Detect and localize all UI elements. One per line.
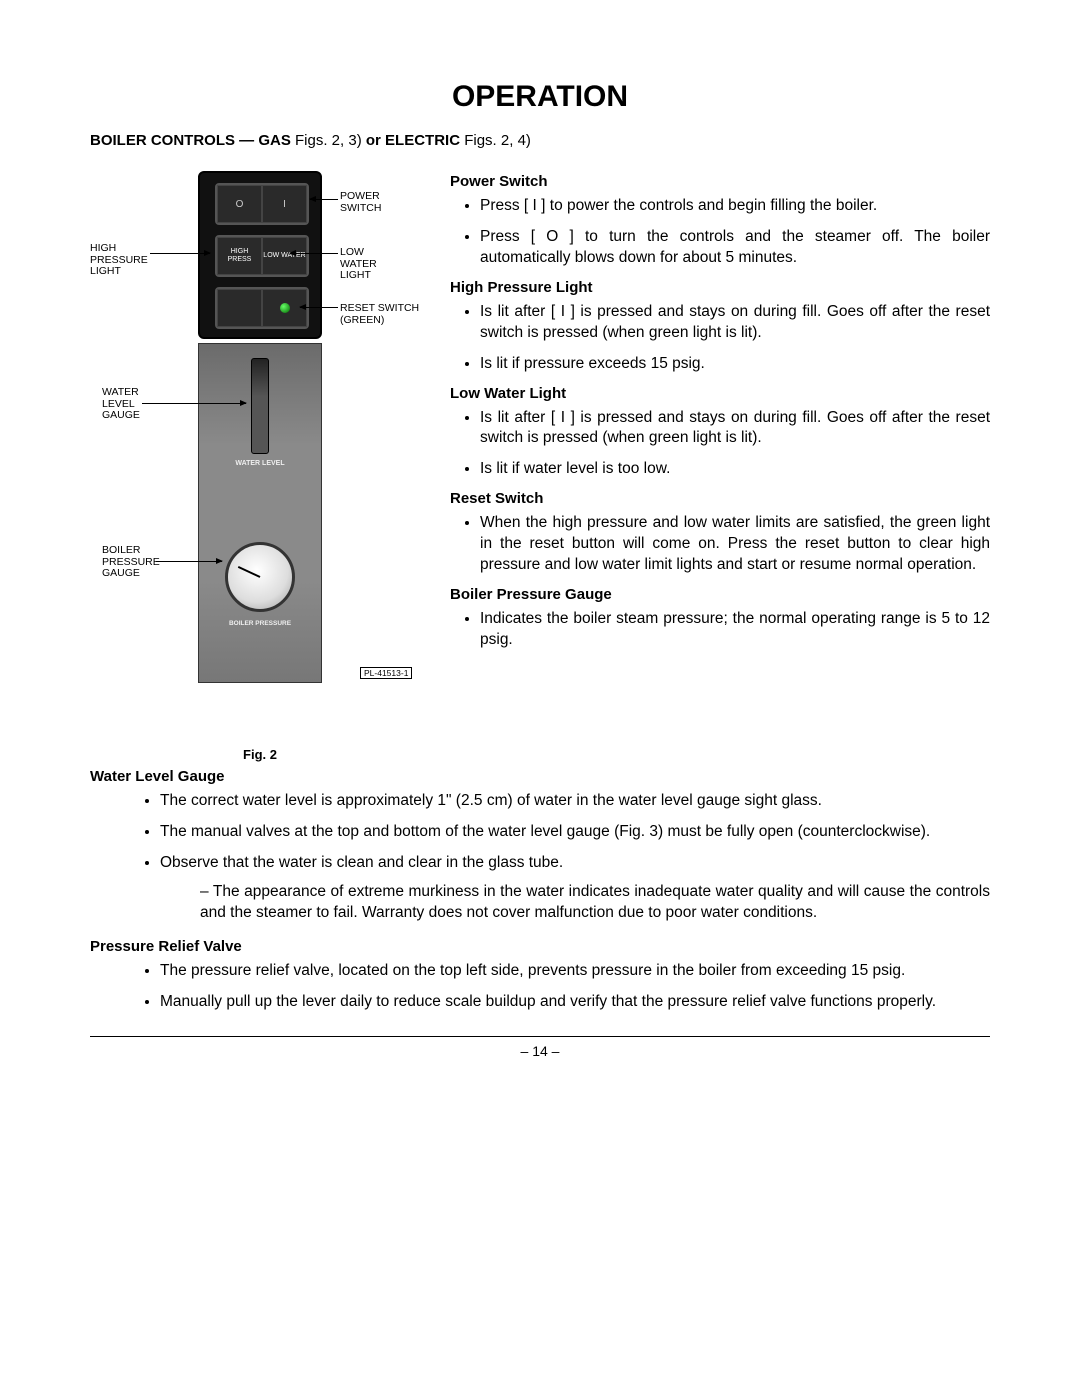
list-item: The pressure relief valve, located on th… — [160, 961, 990, 982]
page-number: – 14 – — [90, 1043, 990, 1059]
list-high-pressure: Is lit after [ I ] is pressed and stays … — [450, 302, 990, 375]
list-item: Press [ O ] to turn the controls and the… — [480, 227, 990, 269]
callout-reset: RESET SWITCH (GREEN) — [340, 303, 419, 326]
indicator-switch-graphic: HIGH PRESS LOW WATER — [215, 235, 309, 277]
figure-column: O I HIGH PRESS LOW WATER WATER LEVEL BOI… — [90, 167, 430, 762]
arrow — [290, 253, 338, 254]
arrow — [156, 561, 222, 562]
subtitle: BOILER CONTROLS — GAS Figs. 2, 3) or ELE… — [90, 132, 990, 149]
list-item: The manual valves at the top and bottom … — [160, 822, 990, 843]
reset-switch-graphic — [215, 287, 309, 329]
switch-i: I — [262, 185, 307, 223]
water-sight-glass — [251, 358, 269, 454]
subtitle-plain-d: Figs. 2, 4) — [460, 132, 531, 149]
callout-boiler-gauge: BOILER PRESSURE GAUGE — [102, 545, 160, 580]
control-panel-figure: O I HIGH PRESS LOW WATER WATER LEVEL BOI… — [90, 167, 430, 697]
heading-reset: Reset Switch — [450, 490, 990, 507]
green-light-icon — [280, 303, 290, 313]
callout-power-switch: POWER SWITCH — [340, 191, 381, 214]
list-prv: The pressure relief valve, located on th… — [90, 961, 990, 1013]
switch-o: O — [217, 185, 262, 223]
arrow — [310, 199, 338, 200]
callout-low-water: LOW WATER LIGHT — [340, 247, 377, 282]
pressure-gauge-graphic — [225, 542, 295, 612]
subtitle-plain-b: Figs. 2, 3) — [291, 132, 362, 149]
list-item: Is lit after [ I ] is pressed and stays … — [480, 408, 990, 450]
list-item: When the high pressure and low water lim… — [480, 513, 990, 576]
list-item: Is lit if pressure exceeds 15 psig. — [480, 354, 990, 375]
list-item: Press [ I ] to power the controls and be… — [480, 196, 990, 217]
page-title: OPERATION — [90, 80, 990, 114]
switch-box: O I HIGH PRESS LOW WATER — [198, 171, 322, 339]
callout-high-pressure: HIGH PRESSURE LIGHT — [90, 243, 148, 278]
boiler-pressure-text: BOILER PRESSURE — [199, 620, 321, 627]
sub-list: The appearance of extreme murkiness in t… — [160, 882, 990, 924]
figure-plate-number: PL-41513-1 — [360, 667, 412, 679]
list-item: Manually pull up the lever daily to redu… — [160, 992, 990, 1013]
list-item: Is lit if water level is too low. — [480, 459, 990, 480]
footer-separator — [90, 1036, 990, 1037]
list-bpg: Indicates the boiler steam pressure; the… — [450, 609, 990, 651]
high-press-label: HIGH PRESS — [218, 248, 261, 263]
subtitle-bold-c: or ELECTRIC — [362, 132, 460, 149]
callout-water-gauge: WATER LEVEL GAUGE — [102, 387, 140, 422]
list-reset: When the high pressure and low water lim… — [450, 513, 990, 576]
list-wlg: The correct water level is approximately… — [90, 791, 990, 924]
list-item: Indicates the boiler steam pressure; the… — [480, 609, 990, 651]
arrow — [300, 307, 338, 308]
subtitle-bold-a: BOILER CONTROLS — GAS — [90, 132, 291, 149]
figure-caption: Fig. 2 — [90, 747, 430, 762]
list-item: Observe that the water is clean and clea… — [160, 853, 990, 924]
arrow — [150, 253, 210, 254]
list-low-water: Is lit after [ I ] is pressed and stays … — [450, 408, 990, 481]
gauge-panel: WATER LEVEL BOILER PRESSURE — [198, 343, 322, 683]
sub-list-item: The appearance of extreme murkiness in t… — [200, 882, 990, 924]
list-item: Is lit after [ I ] is pressed and stays … — [480, 302, 990, 344]
list-item-text: Observe that the water is clean and clea… — [160, 854, 563, 871]
water-level-text: WATER LEVEL — [199, 460, 321, 467]
heading-bpg: Boiler Pressure Gauge — [450, 586, 990, 603]
heading-prv: Pressure Relief Valve — [90, 938, 990, 955]
power-switch-graphic: O I — [215, 183, 309, 225]
heading-wlg: Water Level Gauge — [90, 768, 990, 785]
right-text-column: Power Switch Press [ I ] to power the co… — [450, 167, 990, 762]
heading-power-switch: Power Switch — [450, 173, 990, 190]
arrow — [142, 403, 246, 404]
list-item: The correct water level is approximately… — [160, 791, 990, 812]
list-power-switch: Press [ I ] to power the controls and be… — [450, 196, 990, 269]
heading-low-water: Low Water Light — [450, 385, 990, 402]
heading-high-pressure: High Pressure Light — [450, 279, 990, 296]
